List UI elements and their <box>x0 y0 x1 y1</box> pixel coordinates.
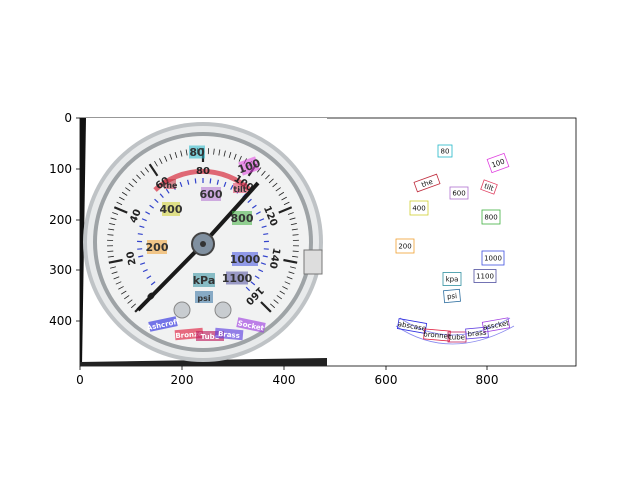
dial-number: 140 <box>267 247 282 270</box>
gauge-bracket <box>303 249 323 275</box>
image-border-bottom <box>80 358 327 366</box>
detection-box: abscase <box>396 318 428 334</box>
svg-text:800: 800 <box>484 214 497 222</box>
y-tick-label: 100 <box>49 162 72 176</box>
svg-text:tilt: tilt <box>483 182 495 193</box>
svg-text:brass: brass <box>467 329 487 339</box>
screw-right <box>214 301 232 319</box>
gauge-label: 80 <box>189 145 205 159</box>
detection-box: 80 <box>437 144 453 158</box>
x-tick-label: 600 <box>375 373 398 387</box>
svg-text:400: 400 <box>160 203 183 216</box>
svg-text:the: the <box>163 181 179 190</box>
svg-text:kpa: kpa <box>446 276 459 284</box>
x-axis: 0 200 400 600 800 <box>76 366 498 387</box>
y-tick-label: 300 <box>49 263 72 277</box>
gauge-photo: 020406080100120140160 801006004008002001… <box>80 118 327 366</box>
svg-text:psi: psi <box>197 294 210 303</box>
y-tick-label: 200 <box>49 213 72 227</box>
svg-text:600: 600 <box>200 188 223 201</box>
detection-box: 400 <box>409 200 429 216</box>
detection-box: 1100 <box>473 269 497 283</box>
y-axis: 0 100 200 300 400 <box>49 111 80 328</box>
svg-text:1000: 1000 <box>484 255 502 263</box>
svg-text:psi: psi <box>447 292 458 301</box>
gauge-bottom-label: Brass <box>214 327 244 341</box>
x-tick-label: 200 <box>171 373 194 387</box>
svg-text:80: 80 <box>189 146 205 159</box>
x-tick-label: 400 <box>273 373 296 387</box>
svg-text:200: 200 <box>398 243 411 251</box>
svg-text:tilt: tilt <box>233 185 246 194</box>
gauge-bottom-label: Tube <box>196 331 224 341</box>
x-tick-label: 800 <box>476 373 499 387</box>
y-tick-label: 0 <box>64 111 72 125</box>
svg-text:Bronze: Bronze <box>175 330 203 340</box>
gauge-label: 800 <box>231 211 254 225</box>
gauge-label: psi <box>195 291 213 303</box>
detection-box: asscket <box>481 317 511 333</box>
dial-number: 20 <box>125 250 139 266</box>
gauge-label: the <box>163 179 179 190</box>
detection-box: 800 <box>481 209 501 225</box>
gauge-label: 1000 <box>230 252 261 266</box>
svg-text:400: 400 <box>412 205 425 213</box>
svg-text:1000: 1000 <box>230 253 261 266</box>
bottom-arc-box <box>399 317 511 336</box>
dial-number: 40 <box>128 208 144 225</box>
y-tick-label: 400 <box>49 314 72 328</box>
svg-text:kPa: kPa <box>193 274 216 287</box>
svg-text:Brass: Brass <box>218 330 240 340</box>
gauge-label: 200 <box>146 240 169 254</box>
gauge-label: 400 <box>160 202 183 216</box>
screw-left <box>173 301 191 319</box>
gauge-label: kPa <box>193 273 216 287</box>
detection-box: 600 <box>449 186 469 200</box>
gauge-needle-tail <box>136 242 205 312</box>
gauge-needle <box>201 181 260 246</box>
svg-text:bronnet: bronnet <box>423 330 451 340</box>
gauge-label: 1100 <box>222 271 253 285</box>
gauge-label: 600 <box>200 187 223 201</box>
detection-box: 200 <box>395 238 415 254</box>
svg-text:800: 800 <box>231 212 254 225</box>
gauge-label: tilt <box>233 183 247 194</box>
detection-box: 1000 <box>481 250 505 266</box>
detection-box: tube <box>447 331 467 343</box>
detection-box: bronnet <box>423 328 451 342</box>
svg-text:Tube: Tube <box>201 333 220 341</box>
svg-text:1100: 1100 <box>222 272 253 285</box>
detection-box: kpa <box>442 272 462 286</box>
svg-text:80: 80 <box>441 148 450 156</box>
svg-text:1100: 1100 <box>476 273 494 281</box>
svg-text:tube: tube <box>449 334 465 342</box>
svg-text:600: 600 <box>452 190 465 198</box>
x-tick-label: 0 <box>76 373 84 387</box>
svg-text:the: the <box>420 178 434 189</box>
detection-box: psi <box>443 288 461 304</box>
detection-box: the <box>413 173 441 193</box>
detection-box: tilt <box>480 179 498 195</box>
svg-text:200: 200 <box>146 241 169 254</box>
dial-number: 80 <box>196 166 210 177</box>
detection-box: brass <box>465 326 489 340</box>
